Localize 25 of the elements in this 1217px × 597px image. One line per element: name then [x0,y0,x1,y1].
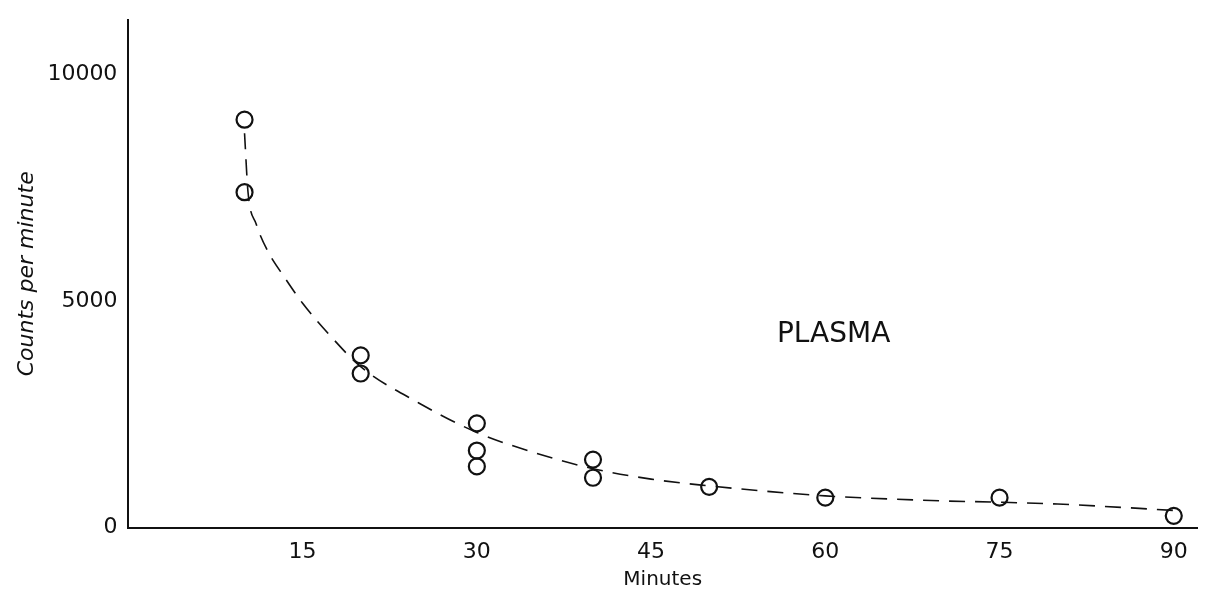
y-tick-label: 0 [103,513,118,539]
point [1164,506,1183,525]
point [467,414,486,433]
point [990,488,1009,507]
y-tick-label: 10000 [47,60,118,86]
point [816,488,835,507]
y-tick-label: 5000 [61,286,118,312]
point [467,441,486,460]
x-tick-label: 45 [637,537,666,563]
x-tick-label: 75 [985,537,1014,563]
point [351,346,370,365]
point [583,450,603,469]
x-tick-label: 30 [462,537,491,563]
point [467,457,486,476]
point [351,364,370,383]
annotation: PLASMA [776,315,891,349]
y-axis-title: Counts per minute [12,171,38,377]
x-tick-label: 60 [811,537,840,563]
x-axis-title: Minutes [623,566,703,591]
point [700,477,719,496]
point [235,183,254,202]
point [583,468,603,487]
x-tick-label: 15 [288,537,317,563]
x-tick-label: 90 [1159,537,1188,563]
point [235,110,254,129]
